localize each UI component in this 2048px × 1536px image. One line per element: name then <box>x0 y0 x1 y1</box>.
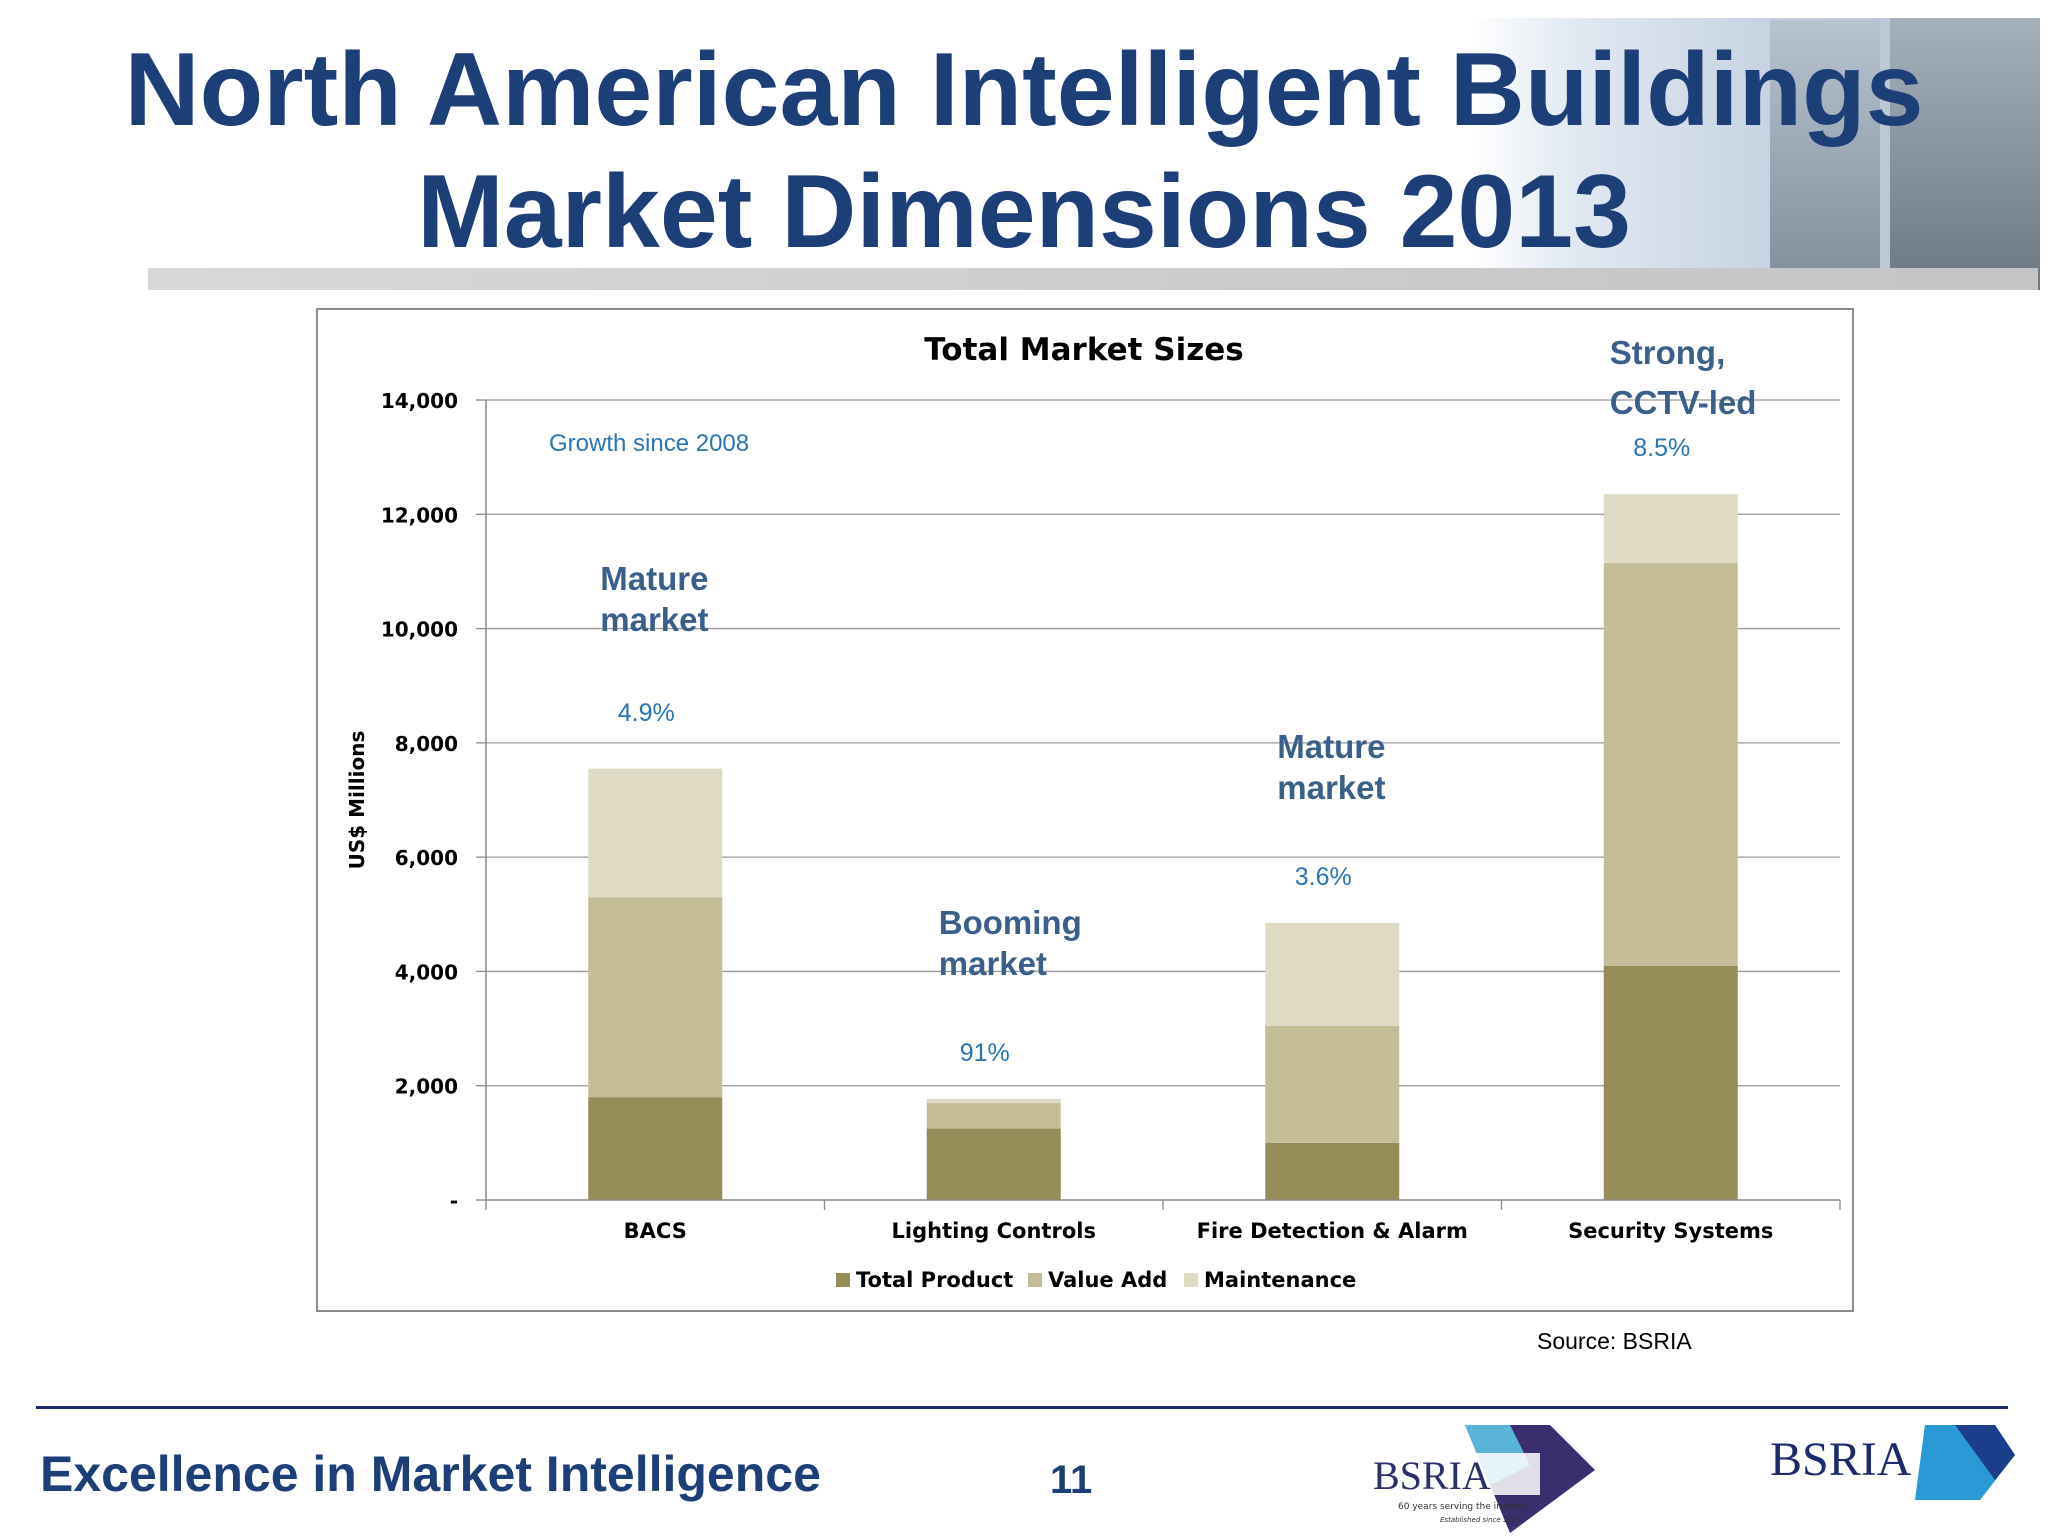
growth-rate-label: 4.9% <box>618 699 675 727</box>
annotation-note: Mature <box>600 560 708 597</box>
bsria-logo: BSRIA <box>1770 1425 2015 1500</box>
annotation-note: Mature <box>1277 728 1385 765</box>
bar-segment-value-add <box>1265 1025 1400 1143</box>
footer-tagline: Excellence in Market Intelligence <box>40 1446 821 1502</box>
legend-swatch-total-product <box>836 1273 850 1287</box>
bar-segment-total-product <box>1265 1142 1400 1200</box>
x-tick-label: Fire Detection & Alarm <box>1197 1219 1468 1243</box>
x-tick-label: BACS <box>624 1219 687 1243</box>
building-icon <box>1770 20 1880 290</box>
y-tick-label: - <box>450 1189 458 1213</box>
y-axis-label: US$ Millions <box>345 731 369 870</box>
y-tick-label: 10,000 <box>381 618 458 642</box>
header-building-photo <box>1470 18 2040 290</box>
annotation-note: Strong, <box>1610 334 1725 371</box>
legend-label: Total Product <box>856 1268 1013 1292</box>
bsria-60-years-logo: BSRIA 60 years serving the industry Esta… <box>1370 1425 1595 1533</box>
bar-segment-total-product <box>1603 965 1738 1200</box>
bar-segment-total-product <box>588 1097 723 1200</box>
logo2-text: BSRIA <box>1770 1433 1912 1486</box>
stacked-bar-chart: - 2,000 4,000 6,000 8,000 10,000 12,000 14,000 B… <box>345 332 1841 1292</box>
logo1-subtitle: 60 years serving the industry <box>1398 1502 1531 1512</box>
legend-label: Value Add <box>1048 1268 1167 1292</box>
y-tick-label: 6,000 <box>395 846 458 870</box>
logo1-text: BSRIA <box>1373 1453 1491 1498</box>
x-tick-label: Security Systems <box>1568 1219 1773 1243</box>
bar-segment-value-add <box>1603 562 1738 966</box>
growth-rate-label: 3.6% <box>1295 863 1352 891</box>
bar-segment-maintenance <box>588 768 723 898</box>
x-tick-label: Lighting Controls <box>892 1219 1096 1243</box>
chart-title: Total Market Sizes <box>924 332 1243 368</box>
chart-frame: - 2,000 4,000 6,000 8,000 10,000 12,000 14,000 B… <box>316 308 1854 1312</box>
legend-label: Maintenance <box>1204 1268 1356 1292</box>
y-tick-label: 4,000 <box>395 960 458 984</box>
annotation-note: Booming <box>939 904 1082 941</box>
source-note: Source: BSRIA <box>1537 1328 1692 1354</box>
bar-segment-value-add <box>588 897 723 1098</box>
y-tick-label: 12,000 <box>381 503 458 527</box>
page-number: 11 <box>1050 1458 1093 1502</box>
growth-rate-label: 8.5% <box>1633 434 1690 462</box>
y-tick-label: 8,000 <box>395 732 458 756</box>
growth-since-label: Growth since 2008 <box>549 430 749 457</box>
header-divider-bar <box>148 268 2038 290</box>
annotation-note: CCTV-led <box>1610 384 1757 421</box>
annotation-note: market <box>600 601 708 638</box>
growth-rate-label: 91% <box>960 1039 1010 1067</box>
bar-segment-total-product <box>926 1128 1061 1200</box>
legend-swatch-value-add <box>1028 1273 1042 1287</box>
bar-segment-maintenance <box>926 1098 1061 1103</box>
annotation-note: market <box>1277 769 1385 806</box>
footer-divider <box>36 1406 2008 1409</box>
slide-title-line2: Market Dimensions 2013 <box>417 154 1631 270</box>
logo1-subtitle2: Established since 1955 <box>1440 1516 1521 1524</box>
building-icon <box>1890 18 2040 290</box>
y-tick-label: 2,000 <box>395 1075 458 1099</box>
legend-swatch-maintenance <box>1184 1273 1198 1287</box>
bar-segment-value-add <box>926 1102 1061 1129</box>
slide-title-line1: North American Intelligent Buildings <box>124 32 1924 148</box>
bar-segment-maintenance <box>1603 494 1738 563</box>
bar-segment-maintenance <box>1265 922 1400 1026</box>
annotation-note: market <box>939 945 1047 982</box>
y-tick-label: 14,000 <box>381 389 458 413</box>
